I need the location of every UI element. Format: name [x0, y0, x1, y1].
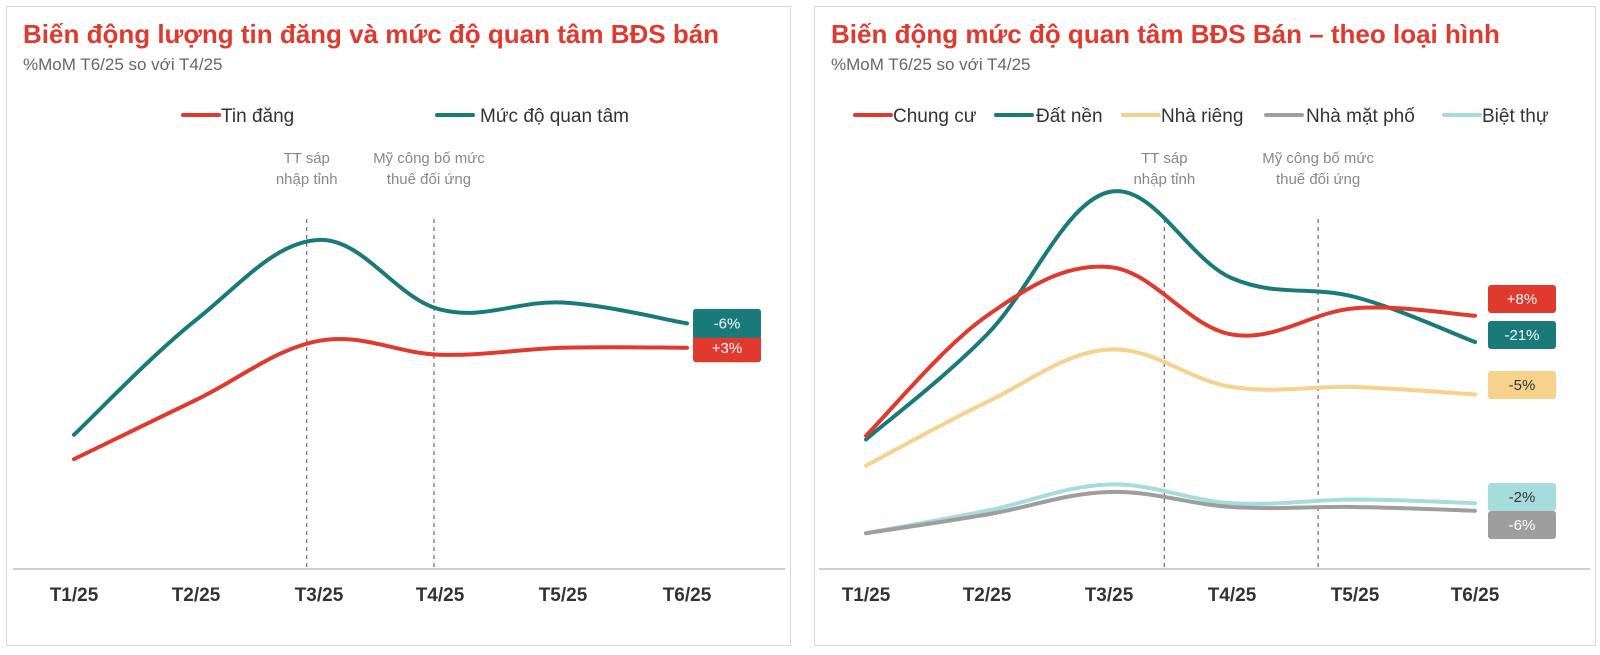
end-value-label: -2% — [1509, 489, 1536, 506]
x-tick-label: T1/25 — [50, 585, 99, 606]
line-chart-interest-by-type: T1/25 T2/25 T3/25 T4/25 T5/25 T6/25 TT sáp nhập… — [819, 106, 1590, 606]
x-tick-label: T1/25 — [842, 585, 891, 606]
legend-label: Nhà mặt phố — [1306, 106, 1415, 127]
legend-label: Tin đăng — [221, 106, 294, 127]
end-value-label: -6% — [714, 315, 741, 332]
end-value-badge-bg — [1488, 285, 1556, 313]
end-value-label: -6% — [1509, 517, 1536, 534]
end-value-badge-bg — [1488, 511, 1556, 539]
legend-label: Mức độ quan tâm — [480, 106, 629, 127]
line-chart-listings-interest: T1/25 T2/25 T3/25 T4/25 T5/25 T6/25 TT sáp nhập… — [13, 106, 785, 606]
x-tick-label: T2/25 — [963, 585, 1012, 606]
chart-panel-listings-interest: Biến động lượng tin đăng và mức độ quan … — [6, 6, 791, 646]
x-tick-label: T4/25 — [416, 585, 465, 606]
series-line — [864, 189, 1477, 442]
series-line — [72, 336, 689, 462]
end-value-label: -21% — [1504, 327, 1539, 344]
series-line — [864, 482, 1477, 536]
legend-label: Nhà riêng — [1161, 106, 1243, 127]
x-tick-label: T6/25 — [663, 585, 712, 606]
chart-panel-interest-by-type: Biến động mức độ quan tâm BĐS Bán – theo… — [814, 6, 1596, 646]
legend-label: Đất nền — [1036, 106, 1103, 127]
legend-label: Biệt thự — [1482, 106, 1549, 127]
end-value-badge-bg — [693, 333, 761, 363]
end-value-badge-bg — [1488, 371, 1556, 399]
end-value-badge-bg — [1488, 483, 1556, 511]
x-tick-label: T4/25 — [1208, 585, 1257, 606]
end-value-badge: -21% — [1488, 321, 1556, 349]
legend-label: Chung cư — [893, 106, 977, 127]
end-value-badge: -5% — [1488, 371, 1556, 399]
series-line — [72, 237, 689, 437]
x-tick-label: T2/25 — [172, 585, 221, 606]
end-value-label: -5% — [1509, 377, 1536, 394]
end-value-label: +3% — [712, 340, 742, 357]
end-value-badge: -2% — [1488, 483, 1556, 511]
end-value-badge: +8% — [1488, 285, 1556, 313]
series-line — [864, 264, 1477, 438]
chart-title: Biến động lượng tin đăng và mức độ quan … — [23, 19, 720, 49]
chart-subtitle: %MoM T6/25 so với T4/25 — [23, 55, 223, 74]
chart-title: Biến động mức độ quan tâm BĐS Bán – theo… — [831, 19, 1500, 49]
end-value-badge: -6% — [1488, 511, 1556, 539]
annotation-label: TT sáp nhập tỉnh — [1133, 150, 1195, 188]
x-tick-label: T3/25 — [295, 585, 344, 606]
x-tick-label: T5/25 — [539, 585, 588, 606]
x-tick-label: T6/25 — [1451, 585, 1500, 606]
end-value-badge-bg — [1488, 321, 1556, 349]
annotation-label: Mỹ công bố mức thuế đối ứng — [373, 150, 485, 188]
annotation-label: Mỹ công bố mức thuế đối ứng — [1262, 150, 1374, 188]
x-tick-label: T3/25 — [1085, 585, 1134, 606]
end-value-label: +8% — [1507, 291, 1537, 308]
end-value-badge-bg — [693, 308, 761, 338]
x-tick-label: T5/25 — [1331, 585, 1380, 606]
end-value-badge: +3% — [693, 333, 761, 363]
annotation-label: TT sáp nhập tỉnh — [276, 150, 338, 188]
series-line — [864, 489, 1477, 536]
series-line — [864, 347, 1477, 468]
end-value-badge: -6% — [693, 308, 761, 338]
chart-subtitle: %MoM T6/25 so với T4/25 — [831, 55, 1031, 74]
